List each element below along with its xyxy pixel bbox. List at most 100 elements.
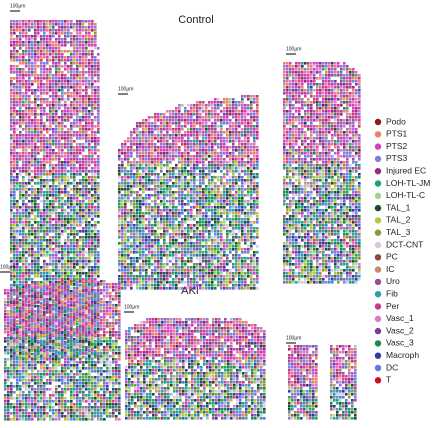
cell [46, 266, 49, 269]
cell [67, 134, 70, 137]
cell [253, 158, 256, 161]
cell [19, 326, 22, 329]
cell [160, 191, 163, 194]
cell [205, 122, 208, 125]
cell [199, 155, 202, 158]
cell [154, 245, 157, 248]
cell [19, 245, 22, 248]
cell [10, 188, 13, 191]
cell [160, 215, 163, 218]
cell [88, 275, 91, 278]
cell [235, 161, 238, 164]
cell [199, 224, 202, 227]
cell [223, 131, 226, 134]
cell [202, 155, 205, 158]
cell [208, 155, 211, 158]
cell [229, 101, 232, 104]
cell [208, 194, 211, 197]
cell [205, 224, 208, 227]
cell [19, 275, 22, 278]
cell [40, 113, 43, 116]
cell [154, 161, 157, 164]
cell [235, 203, 238, 206]
cell [127, 251, 130, 254]
cell [187, 191, 190, 194]
cell [82, 182, 85, 185]
cell [85, 272, 88, 275]
cell [85, 26, 88, 29]
cell [16, 164, 19, 167]
cell [70, 104, 73, 107]
cell [208, 236, 211, 239]
cell [28, 59, 31, 62]
cell [241, 158, 244, 161]
cell [46, 215, 49, 218]
cell [196, 140, 199, 143]
cell [217, 203, 220, 206]
cell [226, 224, 229, 227]
cell [94, 62, 97, 65]
cell [91, 194, 94, 197]
cell [10, 236, 13, 239]
cell [202, 134, 205, 137]
cell [10, 149, 13, 152]
cell [16, 284, 19, 287]
cell [34, 20, 37, 23]
cell [157, 233, 160, 236]
cell [124, 215, 127, 218]
cell [55, 116, 58, 119]
cell [250, 239, 253, 242]
cell [154, 233, 157, 236]
cell [46, 26, 49, 29]
cell [31, 224, 34, 227]
cell [235, 164, 238, 167]
cell [172, 218, 175, 221]
cell [175, 242, 178, 245]
cell [124, 143, 127, 146]
cell [193, 227, 196, 230]
cell [52, 188, 55, 191]
cell [226, 137, 229, 140]
cell [184, 230, 187, 233]
cell [25, 74, 28, 77]
cell [40, 164, 43, 167]
cell [211, 200, 214, 203]
cell [235, 110, 238, 113]
cell [70, 257, 73, 260]
cell [124, 140, 127, 143]
cell [55, 98, 58, 101]
cell [88, 80, 91, 83]
cell [127, 158, 130, 161]
cell [217, 143, 220, 146]
cell [64, 56, 67, 59]
cell [70, 194, 73, 197]
cell [241, 104, 244, 107]
cell [37, 128, 40, 131]
cell [85, 110, 88, 113]
cell [94, 134, 97, 137]
cell [97, 161, 100, 164]
cell [94, 125, 97, 128]
cell [121, 194, 124, 197]
cell [145, 185, 148, 188]
cell [124, 251, 127, 254]
cell [238, 245, 241, 248]
cell [154, 119, 157, 122]
cell [172, 212, 175, 215]
cell [178, 167, 181, 170]
cell [16, 182, 19, 185]
cell [226, 140, 229, 143]
cell [64, 275, 67, 278]
cell [121, 152, 124, 155]
cell [91, 80, 94, 83]
cell [94, 185, 97, 188]
cell [172, 128, 175, 131]
cell [229, 233, 232, 236]
cell [43, 161, 46, 164]
cell [25, 140, 28, 143]
cell [193, 140, 196, 143]
cell [199, 173, 202, 176]
cell [175, 206, 178, 209]
cell [208, 209, 211, 212]
cell [217, 98, 220, 101]
